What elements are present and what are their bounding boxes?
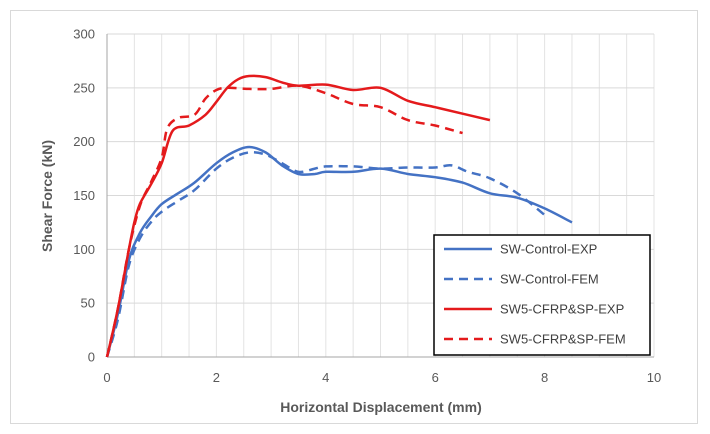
legend-label: SW5-CFRP&SP-EXP (500, 302, 624, 317)
legend-label: SW-Control-FEM (500, 272, 599, 287)
y-tick-label: 0 (88, 350, 95, 365)
y-tick-label: 50 (81, 296, 95, 311)
x-tick-label: 0 (103, 370, 110, 385)
series-lines (105, 74, 573, 358)
y-tick-label: 300 (73, 27, 95, 42)
x-tick-label: 2 (213, 370, 220, 385)
series-line-4 (105, 84, 463, 358)
series-line-2 (105, 151, 546, 358)
y-tick-label: 150 (73, 188, 95, 203)
y-tick-label: 100 (73, 242, 95, 257)
y-axis-title: Shear Force (kN) (39, 140, 55, 252)
legend-box (433, 234, 651, 356)
x-axis-title: Horizontal Displacement (mm) (280, 399, 481, 415)
grid (106, 33, 655, 358)
y-tick-label: 250 (73, 80, 95, 95)
legend-label: SW-Control-EXP (500, 242, 597, 257)
series-line-1 (105, 145, 573, 358)
x-tick-label: 8 (541, 370, 548, 385)
x-tick-label: 4 (322, 370, 329, 385)
legend-label: SW5-CFRP&SP-FEM (500, 332, 626, 347)
legend: SW-Control-EXP SW-Control-FEM SW5-CFRP&SP-… (433, 234, 651, 356)
x-tick-label: 6 (432, 370, 439, 385)
y-tick-label: 200 (73, 134, 95, 149)
x-tick-label: 10 (647, 370, 661, 385)
